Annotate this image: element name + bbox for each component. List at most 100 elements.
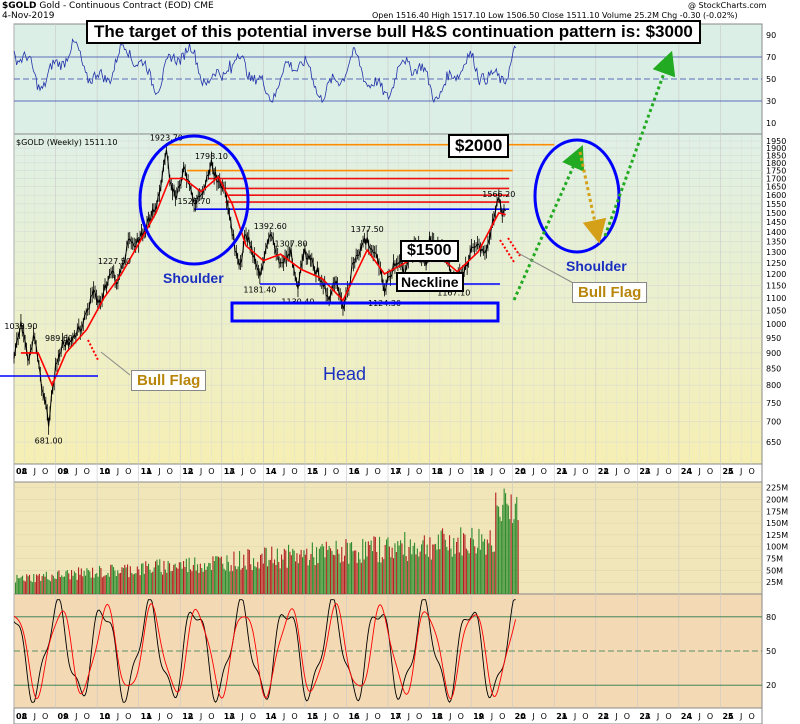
volume-bar — [289, 551, 291, 594]
x-month-label: J — [116, 712, 119, 721]
volume-bar — [373, 536, 375, 594]
volume-bar — [71, 570, 73, 594]
volume-bar — [386, 539, 388, 594]
price-tick-label: 1250 — [766, 259, 786, 268]
volume-bar — [320, 546, 322, 594]
volume-bar — [419, 551, 421, 594]
x-year-label: 17 — [390, 467, 401, 476]
volume-bar — [110, 564, 112, 594]
volume-tick-label: 75M — [766, 555, 783, 564]
volume-bar — [152, 571, 154, 594]
volume-bar — [176, 567, 178, 594]
x-year-label: 14 — [265, 712, 277, 721]
x-month-label: O — [748, 712, 754, 721]
x-month-label: A — [105, 712, 111, 721]
volume-bar — [491, 545, 493, 594]
volume-bar — [156, 559, 158, 594]
price-tick-label: 1450 — [766, 218, 786, 227]
x-month-label: O — [333, 712, 339, 721]
price-tick-label: 1050 — [766, 307, 786, 316]
volume-bar — [187, 572, 189, 594]
volume-bar — [44, 576, 46, 594]
price-tick-label: 1800 — [766, 159, 786, 168]
volume-bar — [17, 578, 19, 594]
volume-bar — [402, 554, 404, 594]
x-month-label: O — [291, 467, 297, 476]
volume-bar — [482, 541, 484, 594]
volume-bar — [79, 574, 81, 594]
volume-bar — [209, 563, 211, 594]
volume-bar — [136, 566, 138, 594]
volume-bar — [374, 536, 376, 594]
x-year-label: 11 — [141, 467, 153, 476]
price-point-label: 1526.70 — [178, 197, 211, 206]
volume-bar — [430, 559, 432, 594]
volume-bar — [285, 550, 287, 594]
volume-bar — [429, 537, 431, 594]
x-month-label: O — [125, 712, 131, 721]
volume-bar — [310, 553, 312, 594]
volume-bar — [33, 574, 35, 594]
volume-bar — [149, 569, 151, 594]
volume-bar — [414, 542, 416, 594]
volume-bar — [163, 560, 165, 594]
price-point-label: 989.60 — [45, 334, 73, 343]
volume-bar — [478, 528, 480, 594]
volume-bar — [444, 539, 446, 594]
volume-bar — [171, 570, 173, 594]
x-month-label: J — [614, 467, 617, 476]
volume-bar — [458, 552, 460, 594]
x-year-label: 20 — [515, 712, 527, 721]
volume-bar — [134, 573, 136, 594]
volume-bar — [464, 534, 466, 594]
volume-bar — [372, 551, 374, 594]
volume-bar — [484, 538, 486, 594]
left-shoulder-label: Shoulder — [163, 270, 224, 286]
volume-bar — [297, 563, 299, 594]
volume-bar — [358, 552, 360, 594]
volume-bar — [69, 579, 71, 594]
volume-bar — [453, 538, 455, 594]
x-month-label: J — [490, 712, 493, 721]
volume-bar — [275, 564, 277, 594]
volume-bar — [31, 582, 33, 594]
volume-bar — [383, 559, 385, 594]
volume-bar — [139, 575, 141, 594]
volume-bar — [170, 571, 172, 594]
volume-bar — [54, 578, 56, 594]
volume-bar — [306, 548, 308, 594]
volume-bar — [489, 530, 491, 594]
x-month-label: J — [282, 467, 285, 476]
volume-bar — [309, 559, 311, 594]
volume-bar — [436, 549, 438, 594]
volume-bar — [64, 576, 66, 594]
price-tick-label: 1600 — [766, 191, 786, 200]
volume-bar — [342, 561, 344, 594]
volume-bar — [496, 505, 498, 594]
symbol-line: $GOLD Gold - Continuous Contract (EOD) C… — [2, 1, 214, 11]
x-month-label: O — [624, 712, 630, 721]
volume-bar — [199, 563, 201, 594]
volume-bar — [348, 563, 350, 594]
volume-bar — [78, 567, 80, 594]
volume-bar — [205, 569, 207, 594]
green-arrow-long — [603, 50, 676, 237]
volume-bar — [24, 581, 26, 594]
volume-bar — [393, 558, 395, 594]
volume-bar — [97, 576, 99, 594]
volume-bar — [99, 565, 101, 594]
x-month-label: A — [437, 467, 443, 476]
x-year-label: 22 — [598, 467, 609, 476]
volume-bar — [45, 571, 47, 594]
volume-bar — [258, 568, 260, 594]
x-month-label: A — [520, 712, 526, 721]
volume-bar — [313, 557, 315, 594]
volume-bar — [146, 566, 148, 594]
volume-bar — [180, 562, 182, 594]
volume-bar — [451, 556, 453, 594]
volume-bar — [513, 519, 515, 594]
volume-bar — [506, 503, 508, 594]
volume-bar — [240, 569, 242, 594]
volume-bar — [475, 553, 477, 594]
volume-bar — [500, 521, 502, 594]
